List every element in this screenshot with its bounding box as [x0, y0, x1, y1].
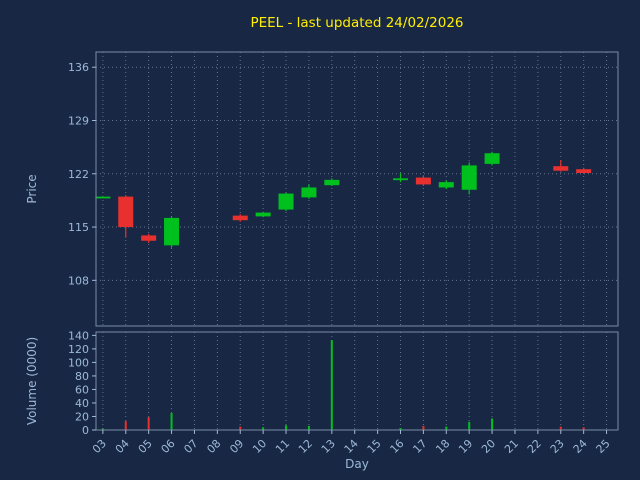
volume-bar — [330, 340, 333, 430]
volume-bar — [491, 418, 494, 430]
volume-tick-label: 100 — [68, 356, 89, 369]
price-tick-label: 136 — [68, 61, 89, 74]
price-tick-label: 122 — [68, 168, 89, 181]
candle-body — [164, 217, 180, 246]
volume-panel-frame — [95, 331, 619, 431]
volume-tick-label: 80 — [75, 370, 89, 383]
candle-body — [438, 182, 454, 188]
volume-tick-label: 140 — [68, 329, 89, 342]
volume-tick-label: 0 — [82, 424, 89, 437]
candle — [461, 162, 477, 195]
candle — [415, 175, 431, 186]
candle — [255, 211, 271, 218]
volume-bar — [559, 426, 562, 430]
tick-marks — [92, 66, 608, 434]
volume-tick-label: 20 — [75, 410, 89, 423]
candle — [301, 184, 317, 199]
candle-body — [415, 177, 431, 185]
candle-body — [278, 193, 294, 210]
volume-bar — [445, 426, 448, 430]
candle-body — [255, 212, 271, 217]
volume-bar — [101, 428, 104, 430]
price-axis-label: Price — [25, 174, 39, 203]
price-tick-label: 108 — [68, 274, 89, 287]
candle-body — [461, 165, 477, 190]
candle — [164, 216, 180, 248]
volume-bar — [147, 417, 150, 430]
x-axis-label: Day — [345, 457, 369, 471]
candle-body — [324, 179, 340, 186]
candle — [118, 195, 134, 238]
candle-body — [484, 153, 500, 164]
candle-body — [118, 196, 134, 228]
candle — [95, 196, 111, 199]
chart-title: PEEL - last updated 24/02/2026 — [250, 15, 463, 31]
candle-body — [393, 178, 408, 181]
price-panel-frame — [95, 51, 619, 327]
volume-bar — [170, 413, 173, 430]
panel-frames — [95, 51, 619, 431]
volume-tick-label: 60 — [75, 383, 89, 396]
candle — [438, 180, 454, 189]
candle — [278, 192, 294, 212]
candle-body — [232, 215, 248, 221]
volume-bar — [262, 427, 265, 430]
candle-body — [576, 169, 592, 174]
candle-body — [141, 235, 157, 241]
candle-body — [553, 166, 569, 171]
candle-body — [95, 196, 111, 199]
volume-bar — [422, 425, 425, 430]
volume-bar — [399, 427, 402, 430]
candles-layer — [95, 151, 592, 248]
candle — [553, 160, 569, 172]
volume-tick-label: 120 — [68, 343, 89, 356]
candle — [393, 173, 408, 183]
volume-axis-label: Volume (0000) — [25, 337, 39, 425]
price-tick-label: 129 — [68, 115, 89, 128]
candle — [141, 233, 157, 244]
volume-bar — [307, 425, 310, 430]
volume-bar — [285, 425, 288, 430]
volume-bar — [124, 421, 127, 430]
candle — [484, 151, 500, 166]
candle — [232, 214, 248, 222]
volume-bar — [239, 426, 242, 430]
price-tick-label: 115 — [68, 221, 89, 234]
volume-bar — [468, 421, 471, 430]
candle — [576, 167, 592, 174]
candle-body — [301, 187, 317, 198]
volume-bar — [582, 427, 585, 430]
candle — [324, 178, 340, 186]
volume-tick-label: 40 — [75, 397, 89, 410]
volume-bars-layer — [101, 340, 585, 430]
